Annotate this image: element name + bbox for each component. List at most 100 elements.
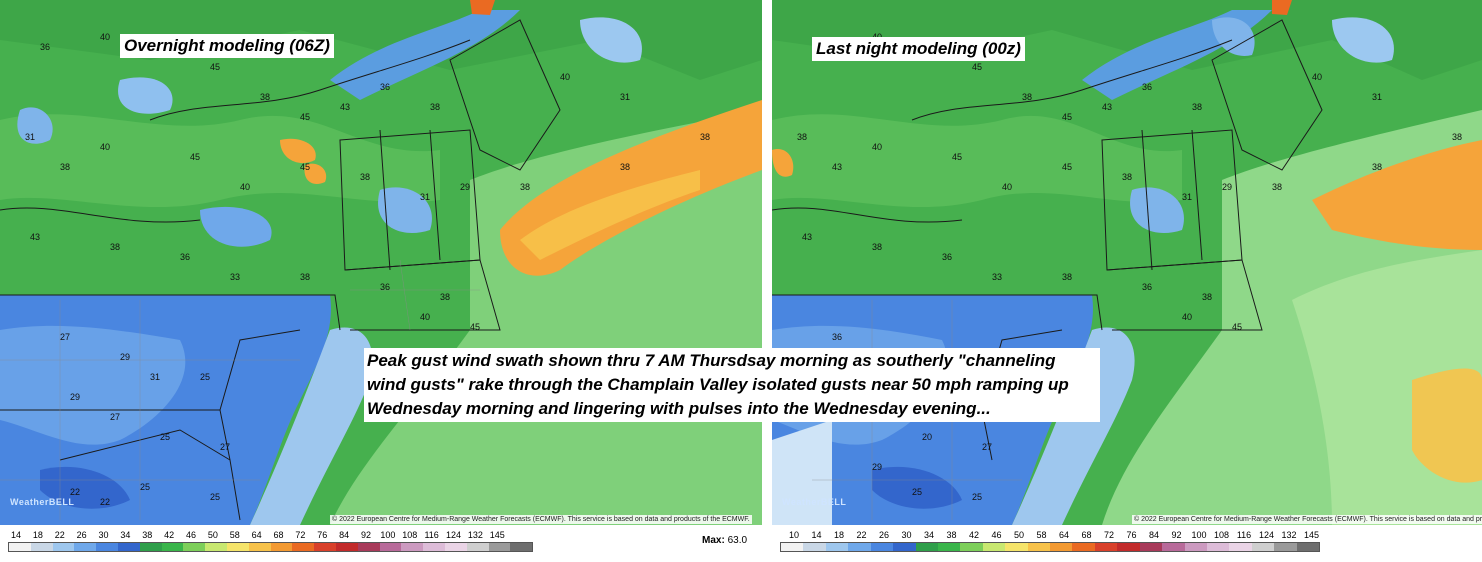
colorbar-swatch [444,543,467,551]
svg-text:43: 43 [832,162,842,172]
colorbar-tick-label: 100 [380,530,396,540]
svg-text:43: 43 [802,232,812,242]
svg-text:38: 38 [110,242,120,252]
svg-text:43: 43 [30,232,40,242]
svg-text:45: 45 [190,152,200,162]
svg-text:45: 45 [1232,322,1242,332]
colorbar-tick-label: 26 [76,530,87,540]
colorbar-strip [780,542,1320,552]
colorbar-swatch [982,543,1006,551]
svg-text:38: 38 [700,132,710,142]
svg-text:38: 38 [1062,272,1072,282]
colorbar-tick-label: 30 [98,530,109,540]
svg-text:36: 36 [1142,82,1152,92]
svg-text:27: 27 [60,332,70,342]
svg-text:40: 40 [100,32,110,42]
svg-text:36: 36 [832,332,842,342]
svg-text:38: 38 [440,292,450,302]
svg-text:38: 38 [1022,92,1032,102]
svg-text:31: 31 [620,92,630,102]
svg-text:38: 38 [1202,292,1212,302]
svg-text:38: 38 [872,242,882,252]
colorbar-swatch [825,543,849,551]
colorbar-tick-label: 132 [1281,530,1297,540]
colorbar-tick-label: 76 [317,530,328,540]
colorbar-tick-label: 116 [1236,530,1252,540]
svg-text:31: 31 [1182,192,1192,202]
svg-text:45: 45 [300,112,310,122]
colorbar-tick-label: 92 [1171,530,1182,540]
svg-text:38: 38 [1272,182,1282,192]
colorbar-swatch [848,543,871,551]
copyright-notice: © 2022 European Centre for Medium-Range … [1132,515,1482,524]
colorbar-tick-label: 42 [164,530,175,540]
colorbar-swatch [870,543,894,551]
colorbar-tick-label: 26 [878,530,890,540]
colorbar-swatch [1094,543,1118,551]
colorbar-tick-label: 34 [923,530,935,540]
colorbar-tick-label: 84 [339,530,350,540]
colorbar-swatch [226,543,249,551]
colorbar-tick-label: 100 [1191,530,1207,540]
colorbar-swatch [205,543,227,551]
colorbar-swatch [379,543,402,551]
svg-text:38: 38 [260,92,270,102]
colorbar-swatch [803,543,826,551]
panel-divider [762,0,772,562]
colorbar-tick-label: 145 [489,530,505,540]
colorbar-tick-label: 46 [185,530,197,540]
svg-text:31: 31 [1372,92,1382,102]
map-panel-00z: 36 40 45 38 45 43 36 38 38 43 40 45 40 45 38 31 29 43… [772,0,1482,562]
colorbar-swatch [248,543,271,551]
colorbar-swatch [960,543,983,551]
svg-text:29: 29 [70,392,80,402]
svg-text:25: 25 [210,492,220,502]
colorbar-swatch [270,543,293,551]
svg-text:40: 40 [872,142,882,152]
svg-text:20: 20 [922,432,932,442]
svg-text:40: 40 [1002,182,1012,192]
map-panel-06z: 36 40 45 38 45 43 36 38 31 38 40 45 40 45 38 31 29 43… [0,0,762,552]
colorbar-swatch [781,543,804,551]
svg-text:31: 31 [420,192,430,202]
svg-text:45: 45 [972,62,982,72]
svg-text:40: 40 [560,72,570,82]
svg-text:36: 36 [942,252,952,262]
svg-text:38: 38 [360,172,370,182]
svg-text:27: 27 [982,442,992,452]
colorbar-swatch [1005,543,1028,551]
colorbar-swatch [1162,543,1185,551]
colorbar-tick-label: 14 [10,530,22,540]
svg-text:38: 38 [430,102,440,112]
colorbar-swatch [1207,543,1230,551]
svg-text:22: 22 [70,487,80,497]
colorbar-tick-label: 14 [811,530,822,540]
svg-text:36: 36 [380,282,390,292]
colorbar-swatch [1274,543,1297,551]
colorbar-tick-label: 124 [1258,530,1275,540]
svg-text:45: 45 [210,62,220,72]
colorbar-tick-label: 64 [1058,530,1070,540]
colorbar-swatch [357,543,380,551]
colorbar-swatch [96,543,118,551]
svg-text:45: 45 [1062,112,1072,122]
svg-text:33: 33 [230,272,240,282]
colorbar-tick-label: 145 [1303,530,1320,540]
svg-text:22: 22 [100,497,110,507]
svg-text:36: 36 [380,82,390,92]
svg-text:40: 40 [1182,312,1192,322]
svg-text:31: 31 [150,372,160,382]
colorbar-swatch [401,543,424,551]
colorbar-swatch [9,543,31,551]
svg-text:38: 38 [1372,162,1382,172]
map-graphic: 36 40 45 38 45 43 36 38 38 43 40 45 40 45 38 31 29 43… [772,0,1482,525]
colorbar-tick-label: 18 [833,530,845,540]
colorbar-swatch [30,543,53,551]
svg-text:40: 40 [100,142,110,152]
colorbar-swatch [74,543,97,551]
colorbar-tick-label: 64 [251,530,262,540]
colorbar-swatch [1296,543,1320,551]
svg-text:45: 45 [952,152,962,162]
colorbar-legend: 14 18 22 26 30 34 38 42 46 50 58 64 68 72 76 84 92 100 108… [8,530,533,552]
colorbar-tick-label: 42 [968,530,980,540]
